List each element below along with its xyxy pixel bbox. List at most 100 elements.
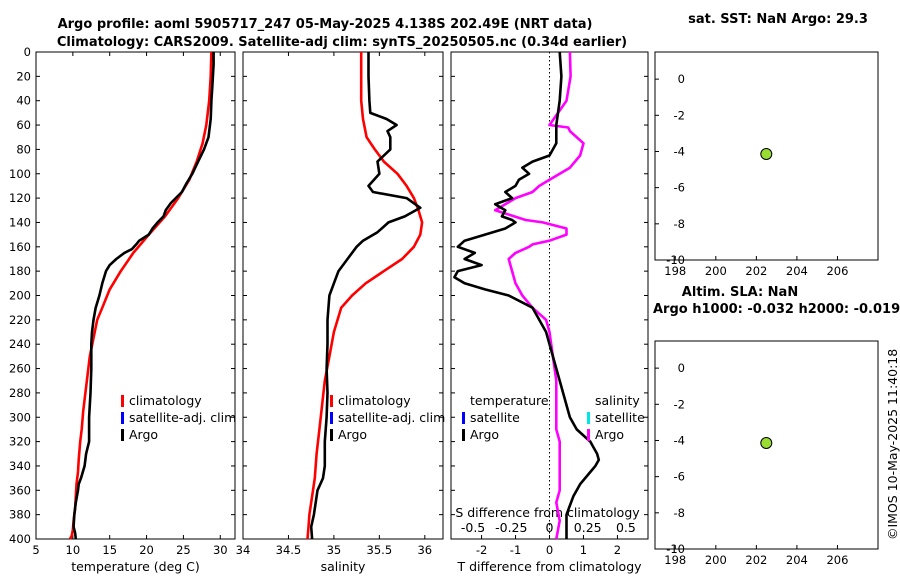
salinity-diff-tick-label: 0.25 xyxy=(574,520,602,535)
salinity-diff-axis-label: S difference from climatology xyxy=(455,505,640,520)
legend-label-climatology: climatology xyxy=(129,393,202,408)
difference-legend-right: salinity satellite Argo xyxy=(587,393,645,442)
legend-label-argo: Argo xyxy=(470,427,499,442)
sla-title-1: Altim. SLA: NaN xyxy=(682,285,798,300)
diff-xtick-label: 1 xyxy=(580,543,587,557)
salinity-xlabel: salinity xyxy=(321,559,366,574)
sst-title: sat. SST: NaN Argo: 29.3 xyxy=(688,12,868,27)
salinity-series-climatology xyxy=(306,52,424,540)
temperature-series-argo xyxy=(72,52,215,540)
sla_location-xtick-label: 202 xyxy=(745,553,767,567)
salinity-frame xyxy=(242,51,444,540)
temperature-xtick-label: 15 xyxy=(102,543,117,557)
salinity-xtick-label: 35 xyxy=(327,543,342,557)
depth-tick-label: 260 xyxy=(9,362,31,376)
sla_location-ytick-label: -6 xyxy=(674,470,685,484)
salinity-xtick-label: 36 xyxy=(417,543,432,557)
depth-tick-label: 120 xyxy=(9,191,31,205)
temperature-xtick-label: 10 xyxy=(66,543,81,557)
legend-label-climatology: climatology xyxy=(338,393,411,408)
legend-swatch-satellite-sal xyxy=(587,412,590,424)
sla_location-ytick-label: -2 xyxy=(674,397,685,411)
series-t-difference xyxy=(453,51,601,539)
diff-xtick-label: 2 xyxy=(614,543,621,557)
sst_location-ytick-label: 0 xyxy=(678,72,685,86)
legend-swatch-satellite xyxy=(330,412,333,424)
temperature-legend: climatology satellite-adj. clim Argo xyxy=(121,393,236,442)
temperature-xlabel: temperature (deg C) xyxy=(71,559,200,574)
sla_location-ytick-label: -8 xyxy=(674,506,685,520)
sla_location-ytick-label: -4 xyxy=(674,433,685,447)
diff-xtick-label: -2 xyxy=(476,543,487,557)
sla_location-xtick-label: 206 xyxy=(826,553,848,567)
salinity-diff-tick-label: 0 xyxy=(546,520,554,535)
legend-swatch-climatology xyxy=(330,395,333,407)
temperature-xtick-label: 20 xyxy=(139,543,154,557)
diff-xtick-label: -1 xyxy=(510,543,521,557)
depth-tick-label: 220 xyxy=(9,313,31,327)
depth-tick-label: 320 xyxy=(9,435,31,449)
sst_location-xtick-label: 206 xyxy=(826,264,848,278)
salinity-xtick-label: 34 xyxy=(236,543,251,557)
legend-label-satellite: satellite-adj. clim xyxy=(129,410,236,425)
temperature-series-climatology xyxy=(68,51,213,540)
legend-swatch-argo xyxy=(462,429,465,441)
legend-swatch-satellite xyxy=(462,412,465,424)
sst_location-ytick-label: -6 xyxy=(674,181,685,195)
sst_location-xtick-label: 204 xyxy=(786,264,808,278)
legend-swatch-climatology xyxy=(121,395,124,407)
salinity-diff-tick-label: -0.25 xyxy=(495,520,527,535)
depth-tick-label: 340 xyxy=(9,459,31,473)
depth-tick-label: 380 xyxy=(9,508,31,522)
sst_location-frame xyxy=(654,51,879,261)
title-line2: Climatology: CARS2009. Satellite-adj cli… xyxy=(57,35,627,50)
sla_location-xtick-label: 204 xyxy=(786,553,808,567)
depth-tick-label: 60 xyxy=(16,118,31,132)
sla_location-ytick-label: 0 xyxy=(678,361,685,375)
legend-swatch-satellite xyxy=(121,412,124,424)
diff-xtick-label: 0 xyxy=(546,543,553,557)
salinity-legend: climatology satellite-adj. clim Argo xyxy=(330,393,445,442)
sst_location-xtick-label: 198 xyxy=(664,264,686,278)
depth-tick-label: 40 xyxy=(16,94,31,108)
sla_location-xtick-label: 198 xyxy=(664,553,686,567)
salinity-series-argo xyxy=(309,52,422,540)
depth-tick-label: 160 xyxy=(9,240,31,254)
legend-label-satellite: satellite-adj. clim xyxy=(338,410,445,425)
legend-label-satellite: satellite xyxy=(470,410,520,425)
salinity-xtick-label: 34.5 xyxy=(276,543,302,557)
sst_location-float-marker xyxy=(760,147,773,160)
depth-tick-label: 400 xyxy=(9,532,31,546)
sla_location-ytick-label: -10 xyxy=(666,542,685,556)
legend-label-argo-sal: Argo xyxy=(595,427,624,442)
title-line1: Argo profile: aoml 5905717_247 05-May-20… xyxy=(58,17,593,32)
legend-label-argo: Argo xyxy=(129,427,158,442)
temperature-xtick-label: 25 xyxy=(176,543,191,557)
sst_location-xtick-label: 202 xyxy=(745,264,767,278)
depth-tick-label: 300 xyxy=(9,410,31,424)
sst_location-ytick-label: -2 xyxy=(674,108,685,122)
temperature-xtick-label: 30 xyxy=(213,543,228,557)
legend-label-argo: Argo xyxy=(338,427,367,442)
legend-label-satellite-sal: satellite xyxy=(595,410,645,425)
depth-tick-label: 0 xyxy=(24,45,31,59)
sst_location-ytick-label: -4 xyxy=(674,144,685,158)
legend-swatch-argo-sal xyxy=(587,429,590,441)
depth-tick-label: 80 xyxy=(16,142,31,156)
depth-tick-label: 180 xyxy=(9,264,31,278)
depth-tick-label: 240 xyxy=(9,337,31,351)
salinity-diff-tick-label: 0.5 xyxy=(616,520,636,535)
imos-timestamp: ©IMOS 10-May-2025 11:40:18 xyxy=(885,349,900,540)
sla_location-float-marker xyxy=(760,436,773,449)
legend-label-temperature: temperature xyxy=(470,393,549,408)
depth-tick-label: 360 xyxy=(9,483,31,497)
depth-tick-label: 140 xyxy=(9,215,31,229)
sla-title-2: Argo h1000: -0.032 h2000: -0.019 xyxy=(653,302,900,317)
sst_location-xtick-label: 200 xyxy=(705,264,727,278)
diff-xlabel: T difference from climatology xyxy=(456,559,642,574)
series-s-difference xyxy=(493,51,585,540)
sla_location-xtick-label: 200 xyxy=(705,553,727,567)
temperature-xtick-label: 5 xyxy=(32,543,39,557)
salinity-diff-tick-label: -0.5 xyxy=(461,520,485,535)
